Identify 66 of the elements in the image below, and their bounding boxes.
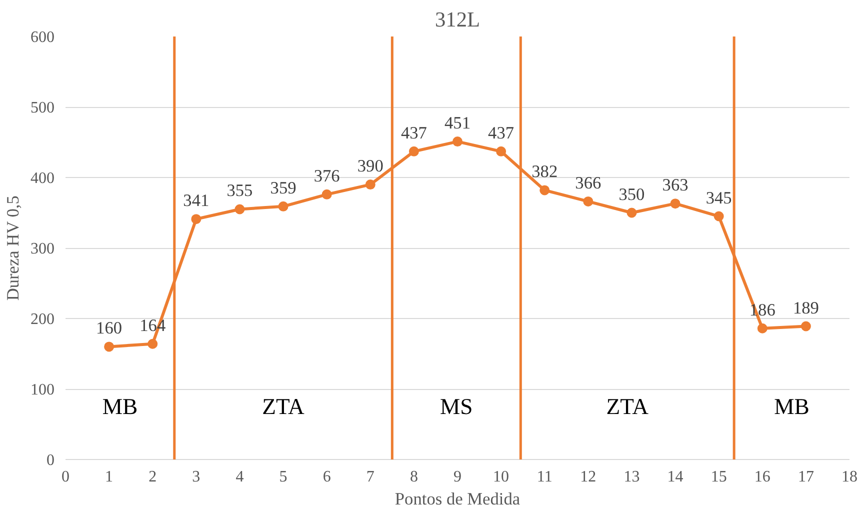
y-tick-label: 600 — [30, 29, 54, 46]
point — [540, 185, 550, 196]
point — [714, 211, 724, 222]
point — [365, 180, 376, 190]
x-tick-label: 3 — [192, 468, 200, 486]
y-tick-label: 400 — [30, 170, 54, 187]
y-tick-label: 500 — [30, 100, 54, 116]
x-tick-label: 16 — [754, 468, 770, 486]
x-tick-label: 11 — [536, 468, 552, 486]
y-tick-label: 300 — [30, 240, 54, 258]
annotation: MS — [440, 394, 473, 420]
x-tick-label: 15 — [710, 468, 727, 486]
x-tick-label: 18 — [842, 468, 858, 486]
point — [626, 208, 637, 218]
data-label: 345 — [706, 188, 732, 208]
data-label: 437 — [400, 123, 428, 142]
point — [670, 198, 680, 209]
x-tick-label: 6 — [322, 468, 331, 486]
point — [191, 214, 202, 224]
data-label: 189 — [792, 298, 819, 318]
point — [322, 189, 332, 200]
x-tick-label: 12 — [580, 468, 596, 486]
point — [148, 338, 158, 349]
data-label: 437 — [488, 123, 514, 142]
data-label: 355 — [226, 181, 253, 200]
x-tick-label: 2 — [148, 468, 157, 486]
x-tick-label: 0 — [62, 468, 70, 486]
point — [583, 196, 594, 206]
data-label: 451 — [444, 114, 471, 133]
data-label: 341 — [183, 191, 210, 210]
annotation: ZTA — [606, 394, 650, 420]
data-label: 382 — [532, 162, 558, 182]
x-tick-label: 9 — [454, 468, 462, 486]
y-tick-label: 0 — [46, 452, 54, 469]
chart-title: 312L — [434, 8, 480, 32]
x-tick-label: 8 — [410, 468, 418, 486]
point — [104, 342, 114, 352]
point — [800, 321, 811, 332]
data-label: 390 — [357, 156, 384, 176]
point — [408, 146, 419, 156]
annotation: MB — [774, 394, 810, 420]
x-axis-title: Pontos de Medida — [394, 490, 520, 508]
x-tick-label: 1 — [105, 468, 114, 486]
point — [757, 323, 768, 334]
annotation: MB — [102, 394, 138, 420]
x-tick-label: 17 — [798, 468, 814, 486]
x-tick-label: 7 — [366, 468, 374, 486]
data-label: 350 — [618, 184, 645, 204]
point — [278, 201, 288, 212]
y-axis-title: Dureza HV 0,5 — [4, 196, 22, 301]
x-tick-label: 10 — [493, 468, 510, 486]
point — [452, 136, 462, 147]
data-label: 359 — [270, 178, 296, 198]
data-label: 376 — [314, 166, 340, 186]
data-label: 160 — [96, 318, 122, 338]
data-label: 366 — [575, 173, 602, 192]
x-tick-label: 14 — [667, 468, 684, 486]
annotation: ZTA — [262, 394, 306, 420]
data-label: 363 — [662, 176, 688, 195]
point — [234, 204, 245, 214]
y-tick-label: 200 — [30, 311, 54, 328]
x-tick-label: 13 — [624, 468, 640, 486]
point — [496, 146, 506, 156]
x-tick-label: 5 — [279, 468, 288, 486]
y-tick-label: 100 — [30, 382, 54, 398]
x-tick-label: 4 — [236, 468, 244, 486]
